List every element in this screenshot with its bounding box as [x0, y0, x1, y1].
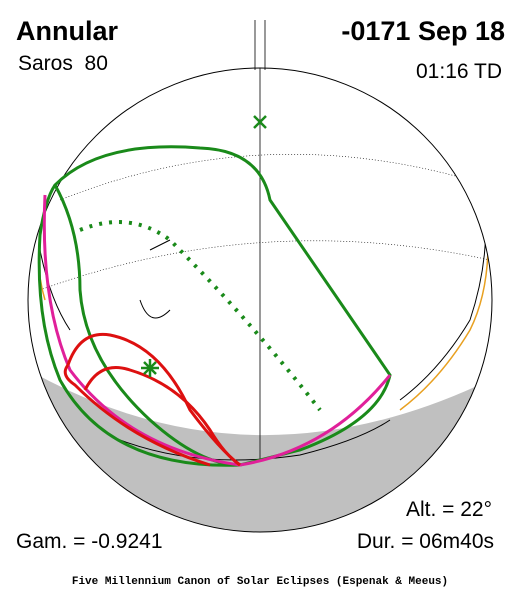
- saros: Saros 80: [18, 52, 108, 75]
- time: 01:16 TD: [416, 60, 502, 83]
- penumbra-limit: [53, 184, 241, 467]
- credit: Five Millennium Canon of Solar Eclipses …: [72, 576, 448, 588]
- path-limit: [63, 364, 211, 467]
- graticule: [59, 153, 471, 201]
- duration: Dur. = 06m40s: [357, 530, 494, 553]
- globe-outline: [27, 67, 493, 533]
- sub-solar-marker: [253, 115, 267, 129]
- coastline-highlight: [399, 229, 489, 411]
- rise-set-curve: [42, 194, 392, 467]
- eclipse-type: Annular: [16, 16, 118, 46]
- penumbra-limit: [37, 145, 392, 467]
- graticule: [39, 240, 491, 291]
- path-limit: [83, 366, 241, 467]
- coastlines: [39, 199, 487, 461]
- eclipse-date: -0171 Sep 18: [341, 16, 505, 46]
- gamma: Gam. = -0.9241: [16, 530, 163, 553]
- altitude: Alt. = 22°: [406, 498, 492, 521]
- greatest-eclipse-marker: [141, 359, 159, 377]
